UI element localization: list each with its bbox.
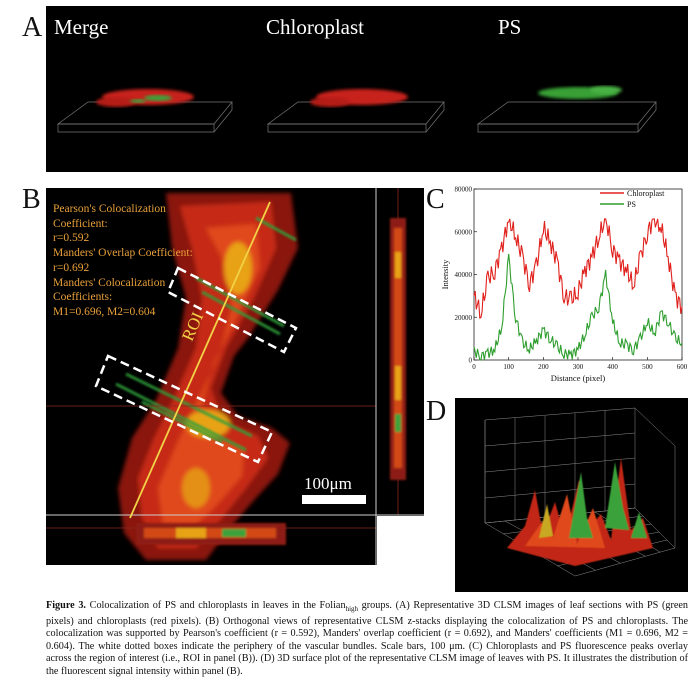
- x-axis-label: Distance (pixel): [551, 373, 606, 383]
- panel-a-title-merge: Merge: [54, 15, 109, 39]
- bottom-view-strip: [136, 523, 286, 545]
- panel-label-b: B: [22, 184, 41, 215]
- y-axis-label: Intensity: [440, 259, 450, 289]
- dotted-box-lower: [94, 354, 274, 464]
- x-tick-label: 0: [472, 363, 476, 371]
- scale-bar-label: 100μm: [304, 474, 352, 493]
- y-tick-label: 40000: [455, 271, 473, 279]
- legend-label: Chloroplast: [627, 189, 665, 198]
- x-tick-label: 100: [503, 363, 514, 371]
- render-merge: [56, 89, 233, 133]
- panel-d-surface-plot: [455, 398, 688, 592]
- panel-a-image: Merge Chloroplast PS: [46, 6, 688, 172]
- caption-figure-number: Figure 3.: [46, 600, 86, 611]
- stats-line: r=0.692: [53, 261, 90, 274]
- x-tick-label: 300: [573, 363, 584, 371]
- stats-line: Manders' Overlap Coefficient:: [53, 247, 193, 260]
- y-tick-label: 20000: [455, 314, 473, 322]
- stats-line: Coefficient:: [53, 217, 108, 230]
- panel-a-3d-renders: [56, 86, 657, 133]
- roi-line: [129, 201, 271, 519]
- render-ps: [476, 86, 657, 133]
- panel-a-title-ps: PS: [498, 15, 522, 39]
- x-tick-label: 500: [642, 363, 653, 371]
- series-line-ps: [473, 253, 683, 361]
- panel-a-title-chloroplast: Chloroplast: [266, 15, 364, 39]
- x-tick-label: 200: [538, 363, 549, 371]
- y-tick-label: 0: [469, 357, 473, 365]
- caption-text-after: groups. (A) Representative 3D CLSM image…: [46, 600, 688, 677]
- x-tick-label: 400: [607, 363, 618, 371]
- scale-bar: [302, 495, 366, 504]
- colocalization-stats: Pearson's Colocalization Coefficient: r=…: [53, 202, 193, 320]
- vascular-bundles: [115, 216, 297, 452]
- figure-caption: Figure 3. Colocalization of PS and chlor…: [46, 600, 688, 679]
- y-tick-label: 60000: [455, 228, 473, 236]
- y-tick-label: 80000: [455, 186, 473, 194]
- panel-b-image: Pearson's Colocalization Coefficient: r=…: [46, 188, 424, 565]
- dotted-box-upper: [166, 266, 298, 354]
- panel-label-d: D: [426, 396, 447, 427]
- stats-line: Manders' Colocalization: [53, 276, 166, 289]
- caption-text-before: Colocalization of PS and chloroplasts in…: [85, 600, 346, 611]
- plot-frame: [473, 188, 683, 361]
- profile-chart: 0 100 200 300 400 500 600 0 20000 40000 60000 80000…: [440, 186, 688, 384]
- stats-line: M1=0.696, M2=0.604: [53, 305, 156, 318]
- caption-subscript: high: [345, 605, 359, 614]
- panel-label-a: A: [22, 12, 43, 43]
- series-line-chloroplast: [473, 218, 683, 319]
- panel-b-orthogonal-view: [46, 188, 424, 565]
- x-tick-label: 600: [677, 363, 688, 371]
- panel-label-c: C: [426, 184, 445, 215]
- stats-line: Coefficients:: [53, 291, 113, 304]
- surface-peaks: [507, 458, 653, 566]
- stats-line: r=0.592: [53, 232, 90, 245]
- stats-line: Pearson's Colocalization: [53, 203, 166, 215]
- legend-label: PS: [627, 200, 636, 209]
- side-view-strip: [390, 218, 406, 480]
- render-chloroplast: [266, 89, 445, 133]
